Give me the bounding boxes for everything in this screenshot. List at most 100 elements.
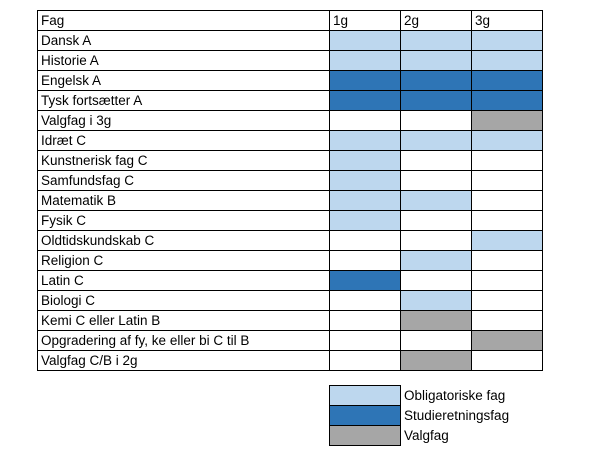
year-cell-3g [471, 70, 543, 91]
year-cell-2g [400, 150, 472, 171]
year-cell-1g [329, 310, 401, 331]
subject-name: Matematik B [37, 190, 330, 211]
subject-name: Tysk fortsætter A [37, 90, 330, 111]
year-cell-1g [329, 270, 401, 291]
subject-name: Dansk A [37, 30, 330, 51]
subject-name: Valgfag C/B i 2g [37, 350, 330, 371]
year-cell-2g [400, 50, 472, 71]
table-row: Idræt C [37, 130, 543, 151]
year-cell-2g [400, 30, 472, 51]
year-cell-1g [329, 70, 401, 91]
subject-name: Biologi C [37, 290, 330, 311]
year-cell-1g [329, 330, 401, 351]
year-cell-2g [400, 110, 472, 131]
year-cell-2g [400, 350, 472, 371]
year-cell-3g [471, 230, 543, 251]
legend-item: Studieretningsfag [329, 405, 510, 426]
subject-name: Oldtidskundskab C [37, 230, 330, 251]
year-cell-3g [471, 170, 543, 191]
subject-name: Kemi C eller Latin B [37, 310, 330, 331]
subject-name: Opgradering af fy, ke eller bi C til B [37, 330, 330, 351]
header-subject: Fag [37, 10, 330, 31]
subject-name: Latin C [37, 270, 330, 291]
year-cell-3g [471, 330, 543, 351]
table-row: Religion C [37, 250, 543, 271]
table-row: Valgfag C/B i 2g [37, 350, 543, 371]
year-cell-2g [400, 250, 472, 271]
legend-swatch-valgfag [329, 425, 401, 446]
year-cell-3g [471, 30, 543, 51]
legend-item: Valgfag [329, 425, 510, 446]
year-cell-3g [471, 290, 543, 311]
year-cell-2g [400, 330, 472, 351]
year-cell-1g [329, 130, 401, 151]
subject-name: Valgfag i 3g [37, 110, 330, 131]
year-cell-3g [471, 130, 543, 151]
year-cell-2g [400, 230, 472, 251]
year-cell-1g [329, 210, 401, 231]
legend-swatch-obligatorisk [329, 385, 401, 406]
year-cell-3g [471, 270, 543, 291]
table-row: Samfundsfag C [37, 170, 543, 191]
subject-name: Historie A [37, 50, 330, 71]
year-cell-1g [329, 90, 401, 111]
year-cell-3g [471, 110, 543, 131]
year-cell-3g [471, 210, 543, 231]
legend-body: Obligatoriske fag Studieretningsfag Valgfa… [329, 385, 510, 446]
year-cell-1g [329, 150, 401, 171]
year-cell-3g [471, 150, 543, 171]
table-row: Tysk fortsætter A [37, 90, 543, 111]
table-row: Opgradering af fy, ke eller bi C til B [37, 330, 543, 351]
year-cell-2g [400, 70, 472, 91]
year-cell-3g [471, 350, 543, 371]
year-cell-1g [329, 110, 401, 131]
year-cell-2g [400, 270, 472, 291]
year-cell-1g [329, 250, 401, 271]
year-cell-2g [400, 190, 472, 211]
year-cell-1g [329, 190, 401, 211]
legend-label: Valgfag [404, 427, 449, 443]
header-year-2g: 2g [400, 10, 472, 31]
legend-label: Obligatoriske fag [404, 387, 506, 403]
year-cell-2g [400, 310, 472, 331]
year-cell-3g [471, 50, 543, 71]
year-cell-2g [400, 290, 472, 311]
legend-item: Obligatoriske fag [329, 385, 510, 406]
year-cell-1g [329, 350, 401, 371]
table-header-row: Fag 1g 2g 3g [37, 10, 543, 31]
year-cell-1g [329, 50, 401, 71]
table-row: Engelsk A [37, 70, 543, 91]
table-row: Valgfag i 3g [37, 110, 543, 131]
year-cell-3g [471, 190, 543, 211]
table-row: Latin C [37, 270, 543, 291]
subject-name: Samfundsfag C [37, 170, 330, 191]
year-cell-2g [400, 130, 472, 151]
subject-name: Idræt C [37, 130, 330, 151]
year-cell-3g [471, 310, 543, 331]
table-row: Fysik C [37, 210, 543, 231]
legend-label: Studieretningsfag [404, 407, 510, 423]
table-row: Kemi C eller Latin B [37, 310, 543, 331]
year-cell-3g [471, 90, 543, 111]
year-cell-2g [400, 210, 472, 231]
year-cell-1g [329, 290, 401, 311]
table-row: Historie A [37, 50, 543, 71]
table-row: Oldtidskundskab C [37, 230, 543, 251]
year-cell-1g [329, 30, 401, 51]
table-row: Biologi C [37, 290, 543, 311]
table-row: Dansk A [37, 30, 543, 51]
header-year-3g: 3g [471, 10, 543, 31]
year-cell-1g [329, 170, 401, 191]
subject-name: Fysik C [37, 210, 330, 231]
legend-swatch-studieretning [329, 405, 401, 426]
table-row: Kunstnerisk fag C [37, 150, 543, 171]
year-cell-2g [400, 90, 472, 111]
year-cell-3g [471, 250, 543, 271]
table-row: Matematik B [37, 190, 543, 211]
header-year-1g: 1g [329, 10, 401, 31]
year-cell-2g [400, 170, 472, 191]
legend: Obligatoriske fag Studieretningsfag Valgfa… [329, 385, 510, 446]
year-cell-1g [329, 230, 401, 251]
